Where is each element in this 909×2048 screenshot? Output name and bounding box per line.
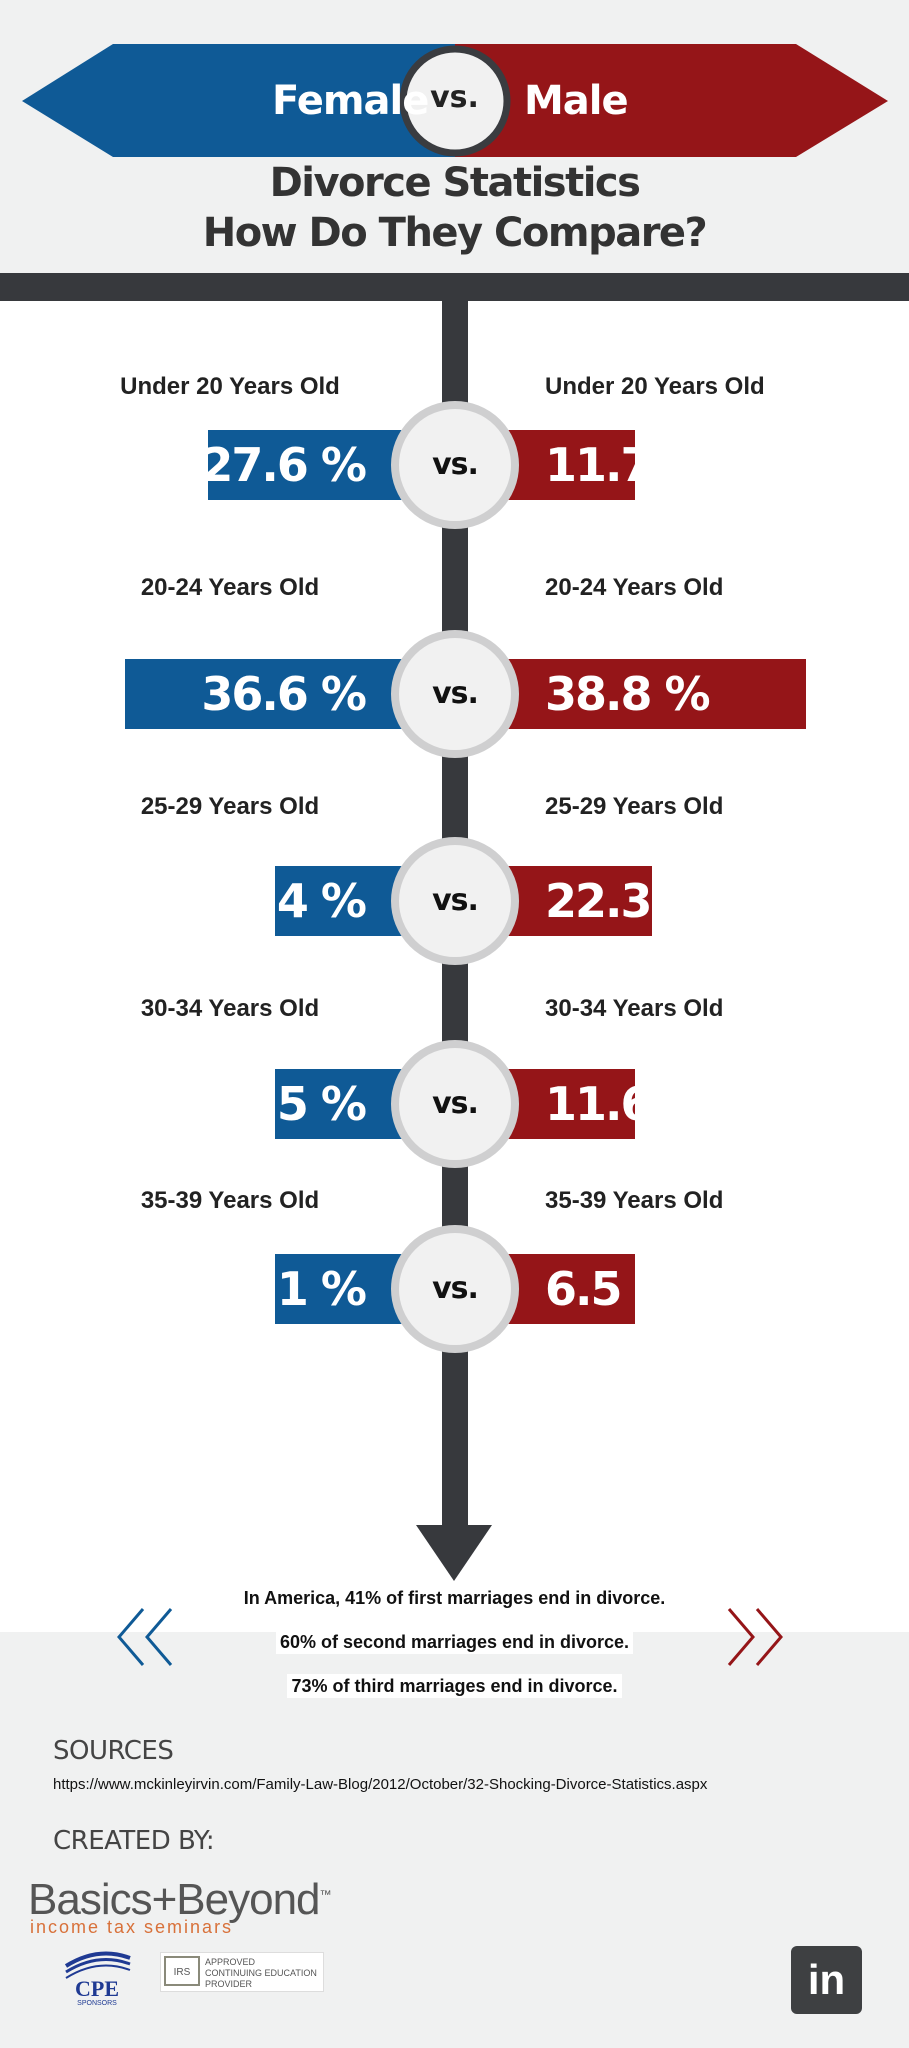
page-title-line1: Divorce Statistics	[269, 160, 641, 206]
male-value-label: 22.3 %	[545, 874, 711, 928]
female-value-label: 27.6 %	[201, 438, 367, 492]
male-age-label: 30-34 Years Old	[545, 995, 724, 1022]
vs-circle: vs.	[391, 630, 519, 758]
header-banner	[22, 44, 888, 157]
source-link[interactable]: https://www.mckinleyirvin.com/Family-Law…	[53, 1776, 708, 1793]
female-age-label: 35-39 Years Old	[140, 1187, 320, 1214]
vs-label: vs.	[432, 676, 479, 711]
female-age-label: 25-29 Years Old	[140, 793, 320, 820]
female-header-label: Female	[272, 78, 429, 124]
female-value-label: 36.6 %	[201, 667, 367, 721]
male-age-label: 35-39 Years Old	[545, 1187, 724, 1214]
male-header-label: Male	[524, 78, 629, 124]
fact-second-marriage: 60% of second marriages end in divorce.	[0, 1630, 909, 1654]
vs-label: vs.	[432, 1086, 479, 1121]
vs-circle: vs.	[391, 1225, 519, 1353]
female-arrow-shape	[22, 44, 455, 157]
chevron-right-icon	[727, 1608, 783, 1666]
created-by-heading: CREATED BY:	[53, 1826, 215, 1856]
female-age-label: Under 20 Years Old	[120, 373, 340, 400]
male-value-label: 6.5 %	[545, 1262, 681, 1316]
page-title-line2: How Do They Compare?	[202, 210, 708, 256]
fact-first-marriage: In America, 41% of first marriages end i…	[0, 1586, 909, 1610]
vs-circle: vs.	[391, 837, 519, 965]
irs-approved-badge: IRS APPROVED CONTINUING EDUCATION PROVID…	[160, 1952, 324, 1992]
irs-line-ce: CONTINUING EDUCATION	[205, 1968, 317, 1978]
vs-label: vs.	[432, 447, 479, 482]
male-value-label: 38.8 %	[545, 667, 711, 721]
header-vs-label: vs.	[430, 80, 479, 115]
basics-beyond-logo: Basics+Beyond™	[28, 1875, 332, 1925]
chevron-left-icon	[117, 1608, 173, 1666]
fact-third-text: 73% of third marriages end in divorce.	[287, 1674, 622, 1698]
fact-second-text: 60% of second marriages end in divorce.	[275, 1630, 634, 1654]
timeline-arrow-head	[416, 1525, 492, 1581]
male-age-label: Under 20 Years Old	[545, 373, 765, 400]
logo-tagline: income tax seminars	[30, 1917, 234, 1937]
sources-heading: SOURCES	[53, 1736, 174, 1766]
cpe-sponsors-logo: CPE SPONSORS	[64, 1951, 131, 2006]
vs-circle: vs.	[391, 1040, 519, 1168]
male-arrow-shape	[455, 44, 888, 157]
female-value-label: 8.5 %	[231, 1077, 367, 1131]
female-value-label: 5.1 %	[231, 1262, 367, 1316]
linkedin-icon[interactable]: in	[791, 1946, 862, 2014]
vs-label: vs.	[432, 883, 479, 918]
irs-seal-icon: IRS	[164, 1956, 200, 1986]
header-vs-circle	[399, 45, 511, 157]
vs-circle: vs.	[391, 401, 519, 529]
female-age-label: 20-24 Years Old	[140, 574, 320, 601]
female-age-label: 30-34 Years Old	[140, 995, 320, 1022]
logo-trademark: ™	[319, 1887, 332, 1902]
irs-line-approved: APPROVED	[205, 1957, 256, 1967]
vs-label: vs.	[432, 1271, 479, 1306]
irs-line-provider: PROVIDER	[205, 1979, 253, 1989]
fact-third-marriage: 73% of third marriages end in divorce.	[0, 1674, 909, 1698]
male-value-label: 11.7 %	[545, 438, 711, 492]
female-value-label: 16.4 %	[201, 874, 367, 928]
male-value-label: 11.6 %	[545, 1077, 711, 1131]
male-age-label: 25-29 Years Old	[545, 793, 724, 820]
fact-first-text: In America, 41% of first marriages end i…	[239, 1586, 670, 1610]
logo-wordmark: Basics+Beyond	[28, 1875, 321, 1924]
svg-text:SPONSORS: SPONSORS	[77, 2000, 117, 2006]
footer-band	[0, 1632, 909, 2048]
male-age-label: 20-24 Years Old	[545, 574, 724, 601]
svg-text:CPE: CPE	[75, 1976, 119, 2001]
